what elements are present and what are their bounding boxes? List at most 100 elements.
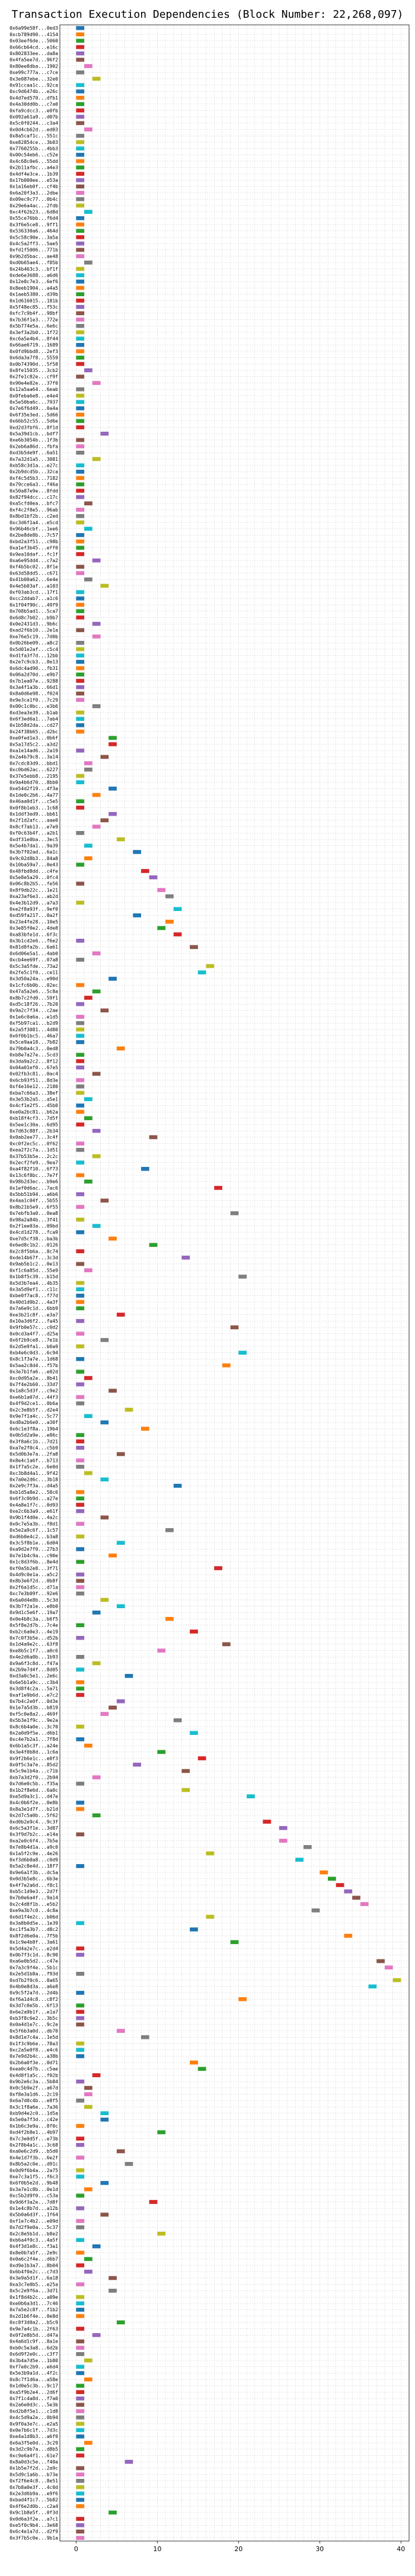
y-tick-label: 0x2b6a0f3e...0d71 <box>9 2060 58 2065</box>
tx-bar <box>76 1693 85 1697</box>
tx-bar <box>76 723 85 727</box>
tx-bar <box>92 558 101 563</box>
y-tick-label: 0x17b000ee...e53a <box>9 178 58 183</box>
tx-bar <box>108 787 117 791</box>
y-tick-label: 0x2c8f5b6a...8c74 <box>9 1249 58 1254</box>
tx-bar <box>100 1008 109 1013</box>
y-tick-label: 0x5e2a9c6f...1c57 <box>9 1528 58 1533</box>
tx-bar <box>116 1699 125 1704</box>
tx-bar <box>116 1452 125 1457</box>
tx-bar <box>76 393 85 398</box>
tx-bar <box>76 2054 85 2058</box>
y-tick-label: 0x47a5a2e6...5c8a <box>9 989 58 995</box>
tx-bar <box>214 1566 222 1570</box>
y-tick-label: 0x6b4f0e2c...c7d3 <box>9 2269 58 2275</box>
y-tick-label: 0x5d9c1a6b...b73e <box>9 2472 58 2477</box>
y-tick-label: 0x0f5c3a7e...85d2 <box>9 1762 58 1767</box>
tx-bar <box>76 1217 85 1222</box>
y-tick-label: 0xa5cfd0ea...bfc7 <box>9 501 58 506</box>
tx-bar <box>76 2383 85 2388</box>
tx-bar <box>76 349 85 354</box>
tx-bar <box>116 1046 125 1051</box>
tx-bar <box>263 1820 272 1824</box>
y-tick-label: 0x9fb0e57c...c0d2 <box>9 1325 58 1330</box>
y-tick-label: 0x5bb51b94...a6b6 <box>9 1192 58 1197</box>
y-tick-label: 0x5c58c90e...3a5a <box>9 235 58 240</box>
y-tick-label: 0x5f8e2d7b...7c4e <box>9 1623 58 1628</box>
y-tick-label: 0x13c6f8bc...7e7f <box>9 1173 58 1178</box>
tx-bar <box>76 1319 85 1323</box>
y-tick-label: 0x3f6e5ce8...9ff1 <box>9 222 58 227</box>
tx-bar <box>76 774 85 778</box>
tx-bar <box>92 381 101 385</box>
tx-bar <box>165 894 174 899</box>
y-tick-label: 0xb18f4cf3...7d5f <box>9 1116 58 1121</box>
tx-bar <box>76 1921 85 1926</box>
y-tick-label: 0x2be8de8b...7c57 <box>9 532 58 538</box>
y-tick-label: 0x7e6f6d49...0a4a <box>9 406 58 411</box>
y-tick-label: 0x1d616015...181b <box>9 298 58 303</box>
y-tick-label: 0x6a99e58f...0ed3 <box>9 25 58 31</box>
y-tick-label: 0xd7b2f0c6...0a65 <box>9 1978 58 1983</box>
y-tick-label: 0x5e3b9a1d...4f2c <box>9 2370 58 2376</box>
tx-bar <box>76 1458 85 1462</box>
tx-bar <box>190 2060 198 2065</box>
tx-bar <box>76 362 85 366</box>
tx-bar <box>165 1616 174 1621</box>
tx-bar <box>108 977 117 981</box>
y-tick-label: 0xd8a2b6e0...a30f <box>9 1420 58 1425</box>
y-tick-label: 0x1f04f90c...49f9 <box>9 602 58 608</box>
y-tick-label: 0x1b8f5c39...b15d <box>9 1274 58 1279</box>
y-tick-label: 0x3c1f8a6e...7a36 <box>9 2105 58 2110</box>
y-tick-label: 0x37e5ebb8...2195 <box>9 774 58 779</box>
y-tick-label: 0xe6b1a07d...44f3 <box>9 1394 58 1400</box>
y-tick-label: 0x1e7a5d3b...b819 <box>9 1705 58 1711</box>
tx-bar <box>116 2029 125 2033</box>
tx-bar <box>92 704 101 708</box>
y-tick-label: 0x0feba6e8...e4e4 <box>9 393 58 399</box>
y-tick-label: 0xe2f8a93f...9ef0 <box>9 906 58 912</box>
tx-bar <box>76 2402 85 2407</box>
y-tick-label: 0x8cf7ab13...e7e9 <box>9 824 58 829</box>
y-tick-label: 0xea0c4d7b...c5ae <box>9 2067 58 2072</box>
y-tick-label: 0x00c1c0bc...e3b6 <box>9 704 58 709</box>
tx-bar <box>92 951 101 955</box>
tx-bar <box>76 2206 85 2211</box>
y-tick-label: 0xbe0f7ac8...f77d <box>9 1293 58 1298</box>
y-tick-label: 0xc0bd62ac...6227 <box>9 767 58 772</box>
tx-bar <box>279 1839 288 1843</box>
y-tick-label: 0xe99c777a...c7ce <box>9 70 58 75</box>
y-tick-label: 0x1a8c5d3f...c9e2 <box>9 1388 58 1394</box>
y-tick-label: 0xa7e2f0c4...c5b9 <box>9 1445 58 1451</box>
y-tick-label: 0x2b11afbc...a4e3 <box>9 165 58 171</box>
tx-bar <box>76 596 85 601</box>
y-tick-label: 0x5d4a2e7c...e2d4 <box>9 1946 58 1951</box>
y-tick-label: 0x0cd3a4f7...d25a <box>9 1331 58 1336</box>
tx-bar <box>84 501 92 506</box>
y-tick-label: 0x3f7b5c0e...9b1a <box>9 2535 58 2540</box>
y-tick-label: 0xe5d9a3c1...d47e <box>9 1794 58 1799</box>
tx-bar <box>124 2459 133 2464</box>
tx-bar <box>76 2536 85 2540</box>
y-tick-label: 0xe5f0c9b4...3e68 <box>9 2523 58 2528</box>
tx-bar <box>76 146 85 150</box>
y-tick-label: 0x5a2c8e4d...18f7 <box>9 1863 58 1869</box>
tx-bar <box>392 1978 401 1982</box>
tx-bar <box>76 2453 85 2458</box>
tx-bar <box>76 1281 85 1285</box>
tx-bar <box>76 2529 85 2534</box>
tx-bar <box>76 425 85 429</box>
y-tick-label: 0x29e6a4ac...2fdb <box>9 203 58 208</box>
tx-bar <box>92 457 101 461</box>
tx-bar <box>76 114 85 119</box>
y-tick-label: 0x4cf1e2f5...45b0 <box>9 1103 58 1108</box>
tx-bar <box>100 1337 109 1342</box>
tx-bar <box>141 2035 149 2039</box>
tx-bar <box>92 634 101 639</box>
y-tick-label: 0x0a4d1e7c...9c2e <box>9 2022 58 2028</box>
tx-bar <box>76 2168 85 2173</box>
tx-bar <box>76 121 85 126</box>
y-tick-label: 0xf4b5bc02...8f1e <box>9 564 58 570</box>
y-tick-label: 0x2fe5c1f0...ce11 <box>9 970 58 975</box>
